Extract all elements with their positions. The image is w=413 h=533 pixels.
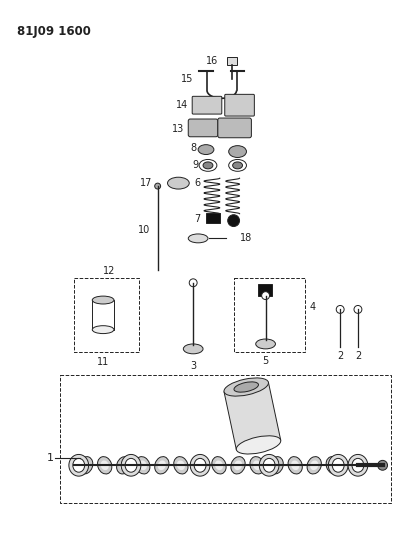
Ellipse shape — [352, 458, 364, 472]
Ellipse shape — [188, 234, 208, 243]
Text: 4: 4 — [310, 302, 316, 312]
Ellipse shape — [139, 461, 147, 470]
Circle shape — [155, 183, 161, 189]
Ellipse shape — [233, 162, 242, 169]
Ellipse shape — [307, 457, 321, 474]
Ellipse shape — [73, 458, 85, 472]
Circle shape — [354, 305, 362, 313]
Text: 16: 16 — [206, 56, 218, 66]
Text: 14: 14 — [176, 100, 188, 110]
Ellipse shape — [125, 458, 137, 472]
Ellipse shape — [348, 455, 368, 476]
Bar — [60, 375, 392, 503]
Ellipse shape — [92, 296, 114, 304]
Ellipse shape — [190, 455, 210, 476]
Text: 17: 17 — [140, 178, 153, 188]
Circle shape — [262, 292, 270, 300]
Ellipse shape — [234, 382, 259, 392]
Ellipse shape — [310, 461, 318, 470]
Ellipse shape — [229, 146, 247, 157]
Ellipse shape — [69, 455, 89, 476]
Bar — [206, 213, 220, 223]
FancyBboxPatch shape — [225, 94, 254, 116]
Ellipse shape — [199, 159, 217, 171]
Ellipse shape — [236, 436, 281, 454]
Text: 1: 1 — [47, 453, 54, 463]
Ellipse shape — [78, 457, 93, 474]
Text: 11: 11 — [97, 357, 109, 367]
Ellipse shape — [332, 458, 344, 472]
Ellipse shape — [328, 455, 348, 476]
FancyBboxPatch shape — [192, 96, 222, 114]
Text: 2: 2 — [337, 351, 343, 361]
Ellipse shape — [212, 457, 226, 474]
Ellipse shape — [120, 461, 128, 470]
Text: 15: 15 — [181, 74, 193, 84]
Text: 2: 2 — [355, 351, 361, 361]
Ellipse shape — [256, 339, 275, 349]
Ellipse shape — [135, 457, 150, 474]
Ellipse shape — [168, 177, 189, 189]
Ellipse shape — [97, 457, 112, 474]
Ellipse shape — [329, 461, 337, 470]
Text: 6: 6 — [194, 178, 200, 188]
Ellipse shape — [155, 457, 169, 474]
Ellipse shape — [291, 461, 299, 470]
Ellipse shape — [177, 461, 185, 470]
Text: 12: 12 — [103, 266, 116, 276]
Text: 8: 8 — [190, 143, 196, 152]
Ellipse shape — [82, 461, 90, 470]
Ellipse shape — [121, 455, 141, 476]
Text: 5: 5 — [263, 356, 269, 366]
Circle shape — [377, 461, 387, 470]
Circle shape — [336, 305, 344, 313]
Ellipse shape — [250, 457, 264, 474]
Polygon shape — [224, 382, 281, 450]
Circle shape — [189, 279, 197, 287]
Ellipse shape — [215, 461, 223, 470]
FancyBboxPatch shape — [188, 119, 218, 137]
Bar — [92, 300, 114, 329]
Ellipse shape — [158, 461, 166, 470]
Ellipse shape — [231, 457, 245, 474]
Ellipse shape — [194, 458, 206, 472]
Ellipse shape — [269, 457, 283, 474]
Bar — [227, 57, 237, 64]
Ellipse shape — [198, 144, 214, 155]
Bar — [234, 278, 305, 352]
Ellipse shape — [229, 159, 247, 171]
Ellipse shape — [272, 461, 280, 470]
Bar — [74, 278, 139, 352]
Ellipse shape — [234, 461, 242, 470]
Ellipse shape — [174, 457, 188, 474]
Ellipse shape — [326, 457, 340, 474]
Ellipse shape — [253, 461, 261, 470]
Ellipse shape — [101, 461, 109, 470]
Ellipse shape — [259, 455, 279, 476]
Bar — [259, 284, 272, 296]
Ellipse shape — [196, 461, 204, 470]
Ellipse shape — [224, 378, 268, 396]
Text: 3: 3 — [190, 361, 196, 370]
Text: 81J09 1600: 81J09 1600 — [17, 25, 90, 38]
Ellipse shape — [288, 457, 302, 474]
Ellipse shape — [263, 458, 275, 472]
Text: 10: 10 — [138, 225, 150, 236]
Circle shape — [228, 215, 240, 227]
Text: 9: 9 — [192, 160, 198, 171]
FancyBboxPatch shape — [218, 118, 252, 138]
Ellipse shape — [183, 344, 203, 354]
Text: 7: 7 — [194, 214, 200, 224]
Ellipse shape — [116, 457, 131, 474]
Text: 18: 18 — [240, 233, 252, 244]
Ellipse shape — [193, 457, 207, 474]
Ellipse shape — [92, 326, 114, 334]
Ellipse shape — [203, 162, 213, 169]
Text: 13: 13 — [172, 124, 184, 134]
